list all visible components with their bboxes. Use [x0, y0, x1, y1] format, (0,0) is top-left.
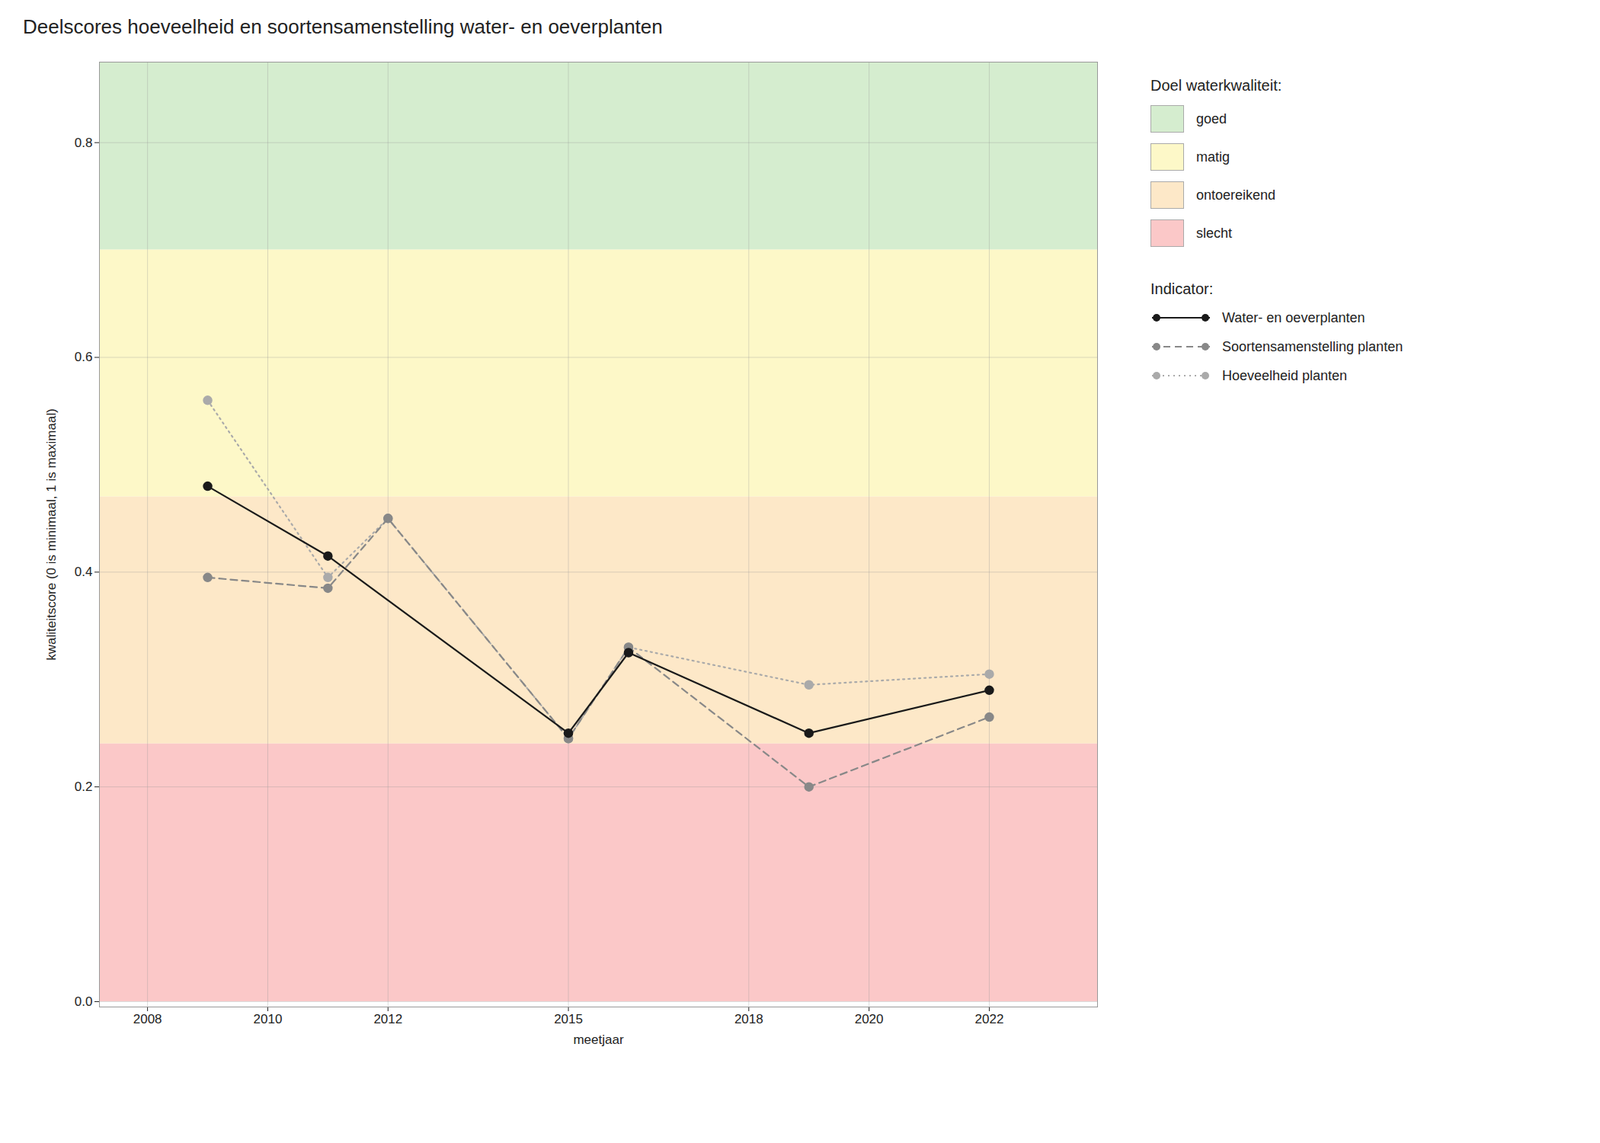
html-text:slecht: slecht	[1196, 225, 1232, 241]
svg-text:2022: 2022	[975, 1011, 1005, 1027]
svg-text:kwaliteitscore (0 is minimaal,: kwaliteitscore (0 is minimaal, 1 is maxi…	[44, 408, 59, 661]
svg-text:0.8: 0.8	[74, 135, 93, 151]
html-text:ontoereikend: ontoereikend	[1196, 187, 1276, 203]
html-text:Soortensamenstelling planten: Soortensamenstelling planten	[1222, 338, 1403, 354]
html-text:matig: matig	[1196, 148, 1230, 165]
svg-text:2015: 2015	[553, 1011, 583, 1027]
svg-text:2020: 2020	[854, 1011, 884, 1027]
svg-text:2012: 2012	[373, 1011, 403, 1027]
html-text:Indicator:: Indicator:	[1150, 280, 1214, 298]
svg-text:2018: 2018	[734, 1011, 764, 1027]
svg-text:0.4: 0.4	[74, 564, 93, 580]
svg-text:meetjaar: meetjaar	[572, 1032, 624, 1047]
svg-text:0.2: 0.2	[74, 779, 93, 794]
svg-text:2010: 2010	[253, 1011, 283, 1027]
html-text:Hoeveelheid planten: Hoeveelheid planten	[1222, 367, 1348, 383]
svg-text:0.0: 0.0	[74, 994, 93, 1009]
html-text:Water- en oeverplanten: Water- en oeverplanten	[1222, 309, 1365, 325]
svg-text:2008: 2008	[133, 1011, 163, 1027]
html-text:Deelscores hoeveelheid en soor: Deelscores hoeveelheid en soortensamenst…	[22, 15, 663, 39]
svg-text:0.6: 0.6	[74, 349, 93, 365]
html-text:goed: goed	[1196, 110, 1227, 127]
html-text:Doel waterkwaliteit:: Doel waterkwaliteit:	[1150, 76, 1282, 94]
